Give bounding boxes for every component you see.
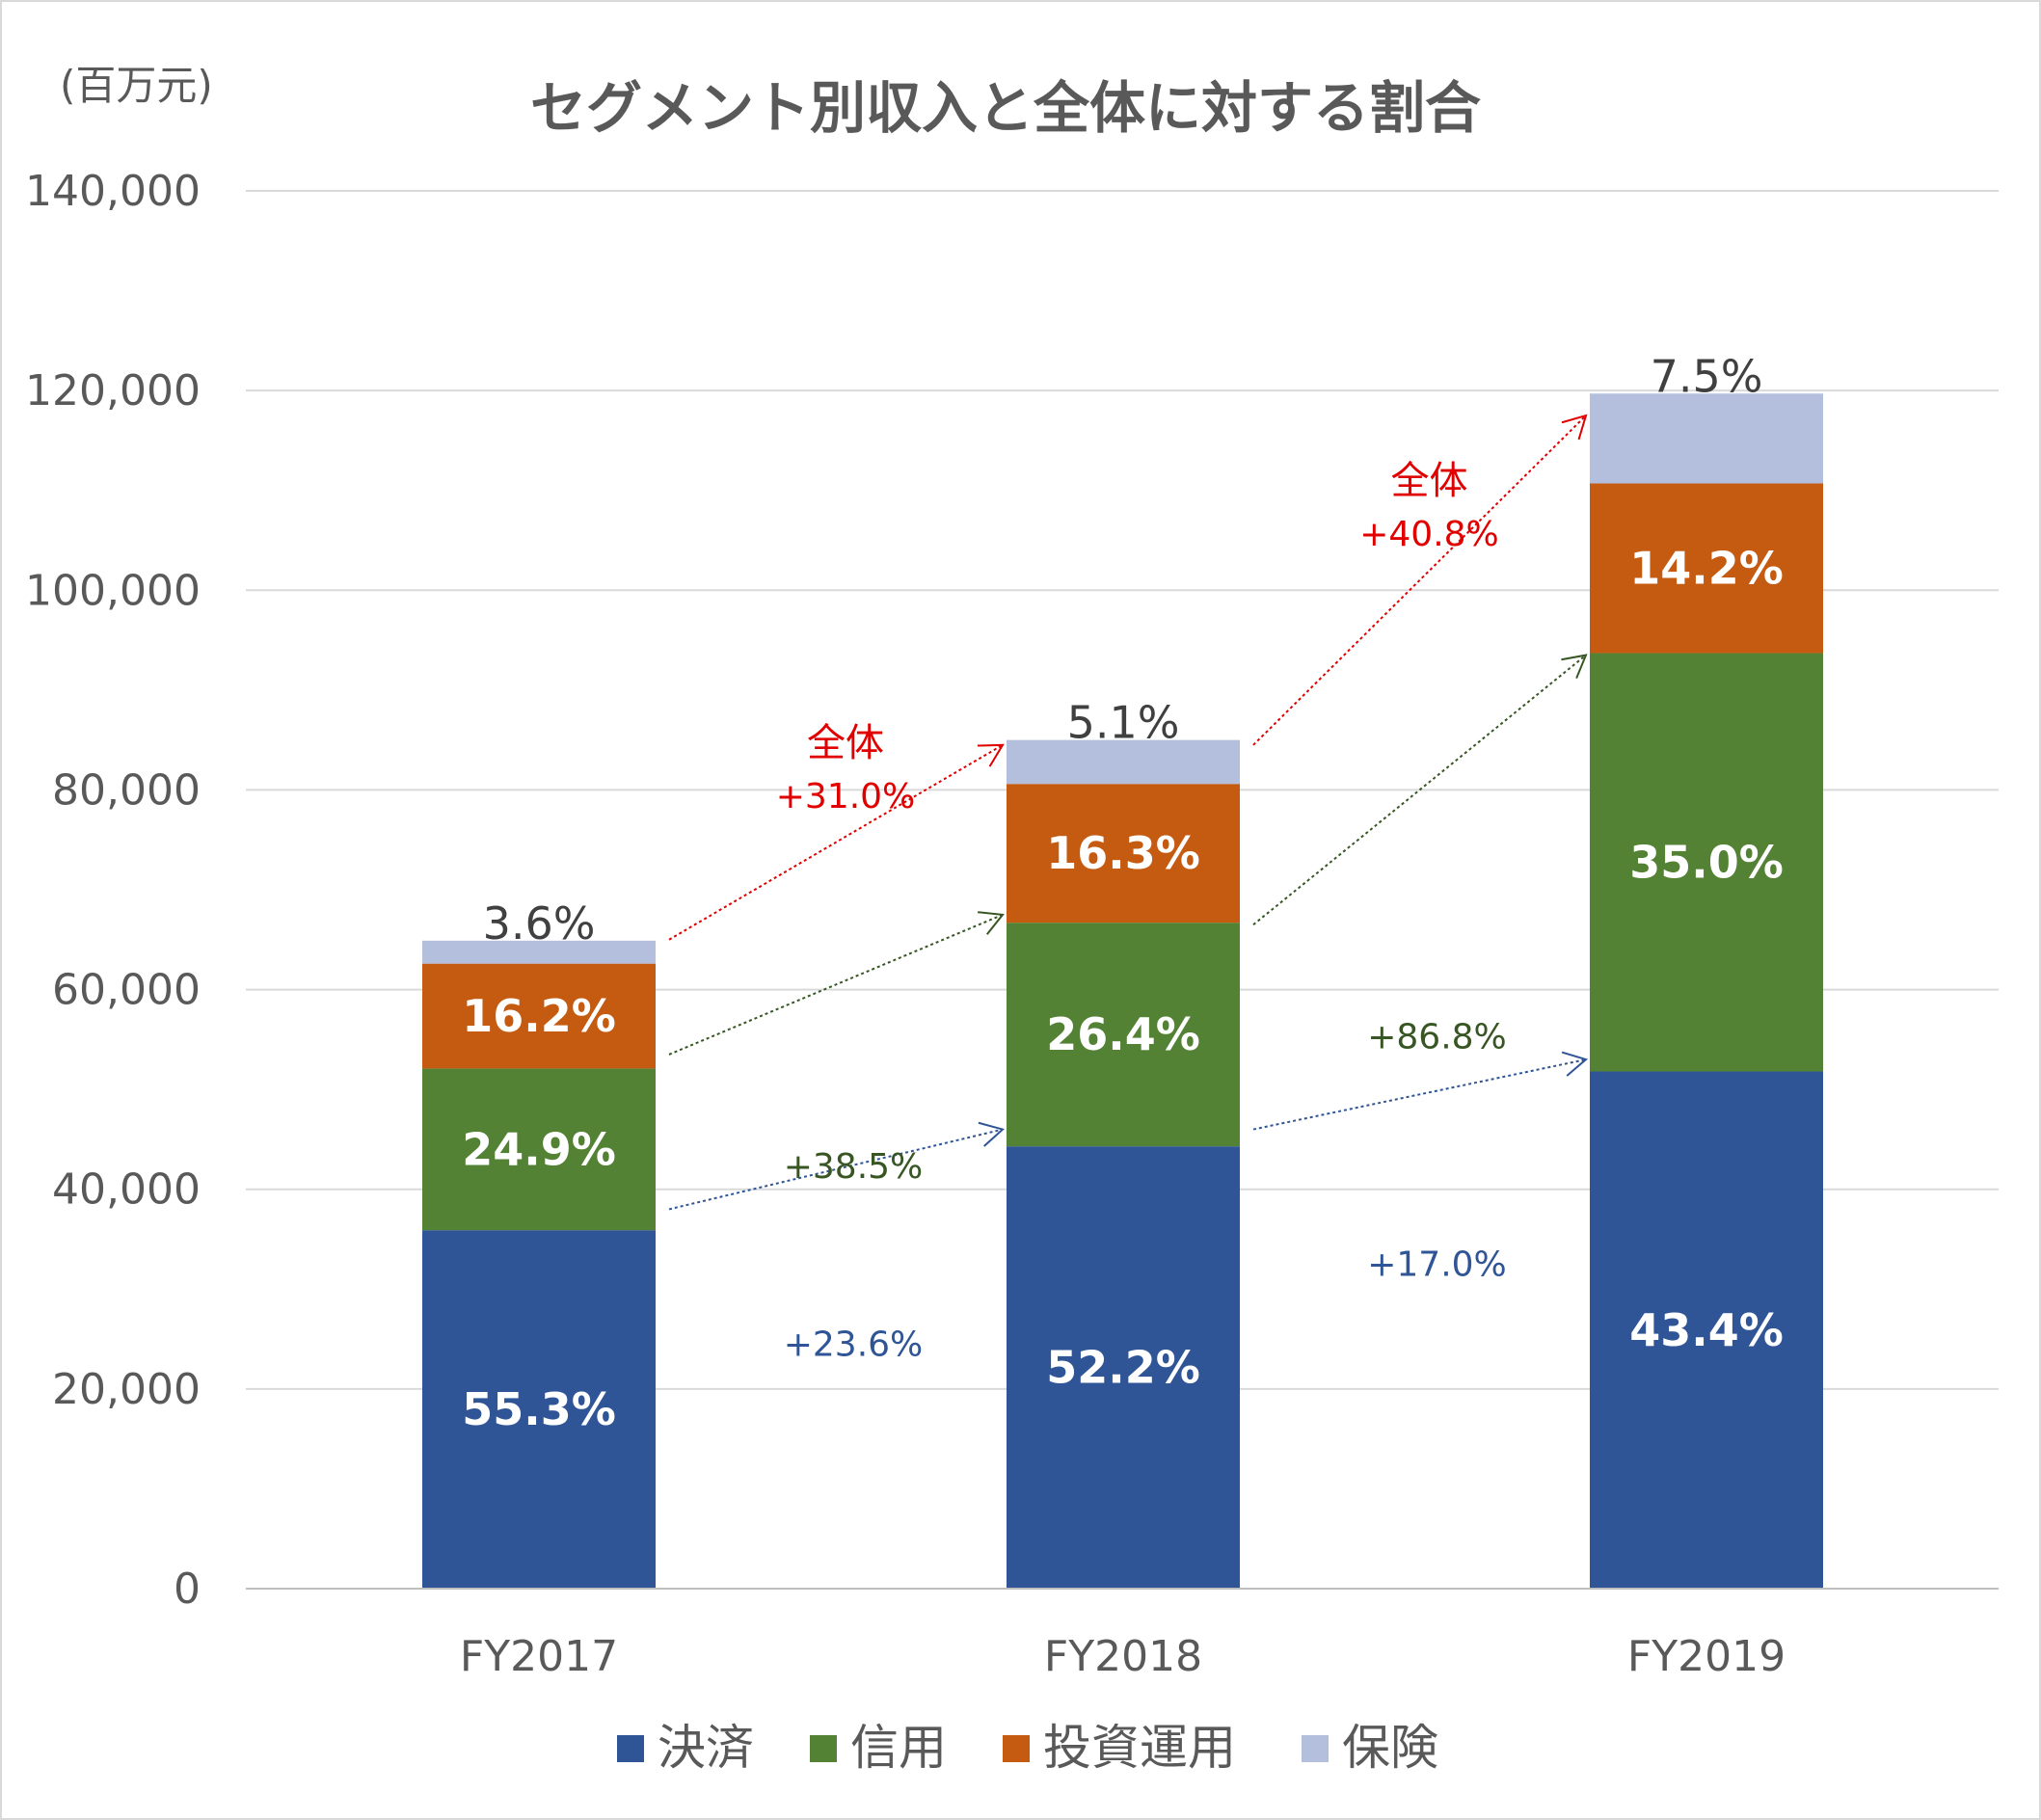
total-growth-2-arrow-line — [1252, 415, 1587, 746]
chart-title: セグメント別収入と全体に対する割合 — [530, 75, 1481, 141]
y-tick-label: 80,000 — [52, 765, 201, 815]
bar-segment — [1007, 1146, 1240, 1589]
segment-label: 16.2% — [462, 990, 616, 1042]
legend-swatch — [617, 1735, 644, 1762]
legend-label: 信用 — [850, 1720, 947, 1776]
credit-growth-2-arrow-line — [1252, 654, 1587, 926]
legend-label: 決済 — [658, 1720, 754, 1776]
y-axis: 0 20,000 40,000 60,000 80,000 100,000 120,000 1… — [25, 167, 201, 1614]
segment-label: 16.3% — [1046, 827, 1200, 879]
bar-segment — [1590, 1071, 1823, 1589]
x-tick-label: FY2017 — [460, 1632, 618, 1681]
growth-annotations: +23.6% +17.0% +38.5% +86.8% 全体 +31.0% 全体 +40.8% — [668, 414, 1589, 1364]
payment-growth-2-arrow-head — [1561, 1051, 1589, 1077]
y-tick-label: 140,000 — [25, 167, 201, 216]
total-growth-2-label: 全体 — [1391, 459, 1468, 503]
bar-segment — [1590, 483, 1823, 654]
x-tick-label: FY2019 — [1627, 1632, 1786, 1681]
segment-label: 35.0% — [1629, 837, 1784, 889]
y-tick-label: 100,000 — [25, 566, 201, 615]
y-tick-label: 120,000 — [25, 366, 201, 415]
legend: 決済 信用 投資運用 保険 — [617, 1720, 1438, 1776]
payment-growth-1-arrow-head — [978, 1121, 1006, 1147]
bar-segment — [1007, 784, 1240, 923]
credit-growth-1-arrow-head — [978, 911, 1005, 935]
credit-growth-2-arrow-head — [1561, 654, 1588, 680]
bar-segment — [422, 1068, 656, 1231]
bar-segment — [1590, 393, 1823, 484]
legend-swatch — [1003, 1735, 1030, 1762]
legend-swatch — [810, 1735, 837, 1762]
segment-label: 55.3% — [462, 1383, 616, 1435]
y-tick-label: 20,000 — [52, 1365, 201, 1414]
payment-growth-2-arrow-line — [1252, 1058, 1587, 1131]
y-tick-label: 40,000 — [52, 1165, 201, 1215]
total-growth-1-label: 全体 — [807, 721, 884, 765]
legend-label: 保険 — [1342, 1720, 1438, 1776]
total-growth-1-arrow-head — [977, 743, 1005, 767]
top-segment-label: 7.5% — [1651, 350, 1763, 402]
top-segment-label: 3.6% — [483, 897, 596, 950]
credit-growth-1-arrow-line — [668, 913, 1004, 1056]
legend-swatch — [1302, 1735, 1329, 1762]
credit-growth-1-text: +38.5% — [784, 1147, 924, 1187]
total-growth-1-arrow-line — [668, 743, 1004, 941]
bar-segment — [422, 963, 656, 1069]
total-growth-2-text: +40.8% — [1359, 515, 1499, 554]
legend-label: 投資運用 — [1043, 1720, 1236, 1776]
y-tick-label: 0 — [174, 1565, 201, 1614]
segment-label: 14.2% — [1629, 543, 1784, 595]
segment-label: 24.9% — [462, 1123, 616, 1175]
top-segment-label: 5.1% — [1067, 697, 1180, 749]
x-tick-label: FY2018 — [1044, 1632, 1202, 1681]
payment-growth-1-arrow-line — [668, 1128, 1004, 1211]
unit-label: (百万元) — [60, 62, 213, 109]
bar-segment — [1007, 739, 1240, 785]
bar-segment — [422, 940, 656, 964]
bar-segment — [1007, 923, 1240, 1147]
y-tick-label: 60,000 — [52, 966, 201, 1015]
x-axis: FY2017 FY2018 FY2019 — [246, 1588, 1999, 1681]
segment-label: 26.4% — [1046, 1008, 1200, 1060]
credit-growth-2-text: +86.8% — [1367, 1017, 1507, 1057]
total-growth-2-arrow-head — [1561, 414, 1588, 441]
payment-growth-2-text: +17.0% — [1367, 1245, 1507, 1285]
bar-segment — [422, 1230, 656, 1589]
total-growth-1-text: +31.0% — [776, 777, 916, 816]
bar-segment — [1590, 653, 1823, 1072]
payment-growth-1-text: +23.6% — [784, 1325, 924, 1364]
bars: 55.3% 24.9% 16.2% 3.6% 52.2% 26.4% 16.3% 5.1% 43… — [422, 350, 1823, 1589]
segment-label: 52.2% — [1046, 1342, 1200, 1394]
segment-label: 43.4% — [1629, 1304, 1784, 1356]
